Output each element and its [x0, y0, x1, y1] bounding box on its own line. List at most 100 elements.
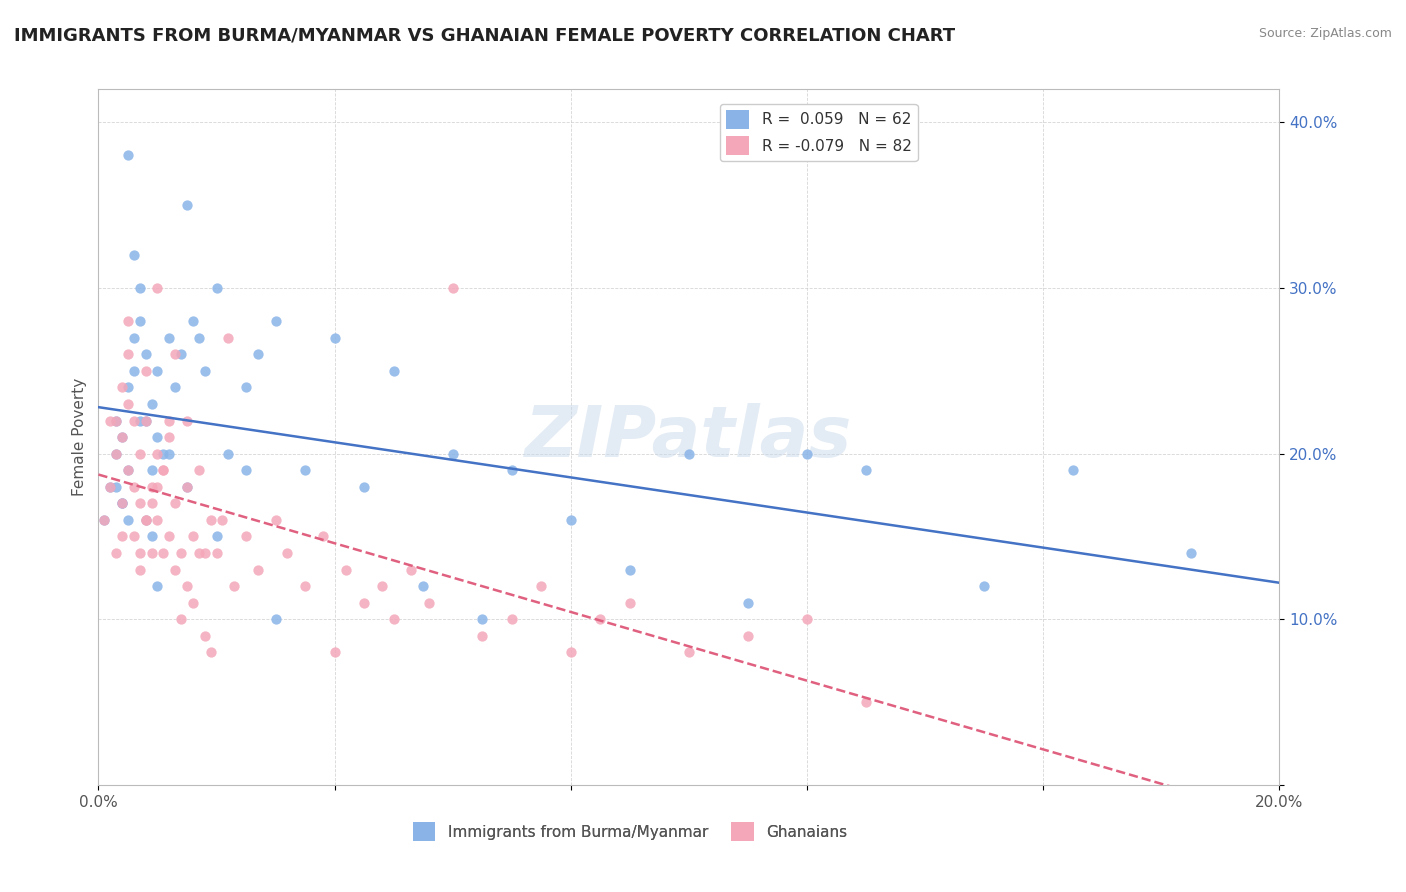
Point	[117, 314, 139, 328]
Point	[135, 413, 157, 427]
Point	[117, 397, 139, 411]
Point	[181, 596, 204, 610]
Point	[205, 281, 228, 295]
Point	[737, 596, 759, 610]
Point	[122, 529, 145, 543]
Point	[205, 546, 228, 560]
Point	[117, 463, 139, 477]
Point	[170, 612, 193, 626]
Point	[471, 612, 494, 626]
Point	[111, 430, 134, 444]
Point	[353, 596, 375, 610]
Point	[217, 331, 239, 345]
Y-axis label: Female Poverty: Female Poverty	[72, 378, 87, 496]
Point	[353, 480, 375, 494]
Point	[135, 413, 157, 427]
Point	[323, 645, 346, 659]
Point	[181, 529, 204, 543]
Point	[264, 314, 287, 328]
Point	[176, 413, 198, 427]
Point	[312, 529, 335, 543]
Point	[737, 629, 759, 643]
Point	[105, 447, 128, 461]
Point	[619, 563, 641, 577]
Point	[194, 546, 217, 560]
Point	[176, 480, 198, 494]
Point	[111, 496, 134, 510]
Point	[264, 513, 287, 527]
Point	[855, 463, 877, 477]
Text: IMMIGRANTS FROM BURMA/MYANMAR VS GHANAIAN FEMALE POVERTY CORRELATION CHART: IMMIGRANTS FROM BURMA/MYANMAR VS GHANAIA…	[14, 27, 955, 45]
Point	[146, 579, 169, 593]
Point	[224, 579, 246, 593]
Point	[128, 413, 150, 427]
Point	[146, 480, 169, 494]
Point	[111, 380, 134, 394]
Point	[152, 463, 174, 477]
Point	[441, 447, 464, 461]
Point	[1180, 546, 1202, 560]
Point	[152, 447, 174, 461]
Point	[98, 413, 121, 427]
Point	[135, 347, 157, 361]
Point	[141, 546, 163, 560]
Point	[157, 447, 180, 461]
Point	[235, 463, 257, 477]
Point	[117, 148, 139, 162]
Point	[105, 413, 128, 427]
Point	[165, 380, 187, 394]
Point	[187, 546, 209, 560]
Point	[176, 198, 198, 212]
Point	[194, 364, 217, 378]
Text: Source: ZipAtlas.com: Source: ZipAtlas.com	[1258, 27, 1392, 40]
Point	[187, 463, 209, 477]
Point	[157, 413, 180, 427]
Point	[157, 529, 180, 543]
Point	[135, 513, 157, 527]
Point	[128, 281, 150, 295]
Legend: Immigrants from Burma/Myanmar, Ghanaians: Immigrants from Burma/Myanmar, Ghanaians	[406, 816, 853, 847]
Point	[146, 364, 169, 378]
Point	[294, 463, 316, 477]
Point	[157, 430, 180, 444]
Point	[187, 331, 209, 345]
Point	[111, 496, 134, 510]
Point	[141, 463, 163, 477]
Point	[105, 546, 128, 560]
Point	[128, 496, 150, 510]
Point	[98, 480, 121, 494]
Point	[165, 496, 187, 510]
Point	[235, 529, 257, 543]
Point	[200, 513, 222, 527]
Point	[146, 447, 169, 461]
Point	[111, 529, 134, 543]
Point	[117, 513, 139, 527]
Point	[678, 645, 700, 659]
Point	[152, 546, 174, 560]
Point	[117, 347, 139, 361]
Point	[200, 645, 222, 659]
Point	[176, 579, 198, 593]
Point	[146, 281, 169, 295]
Point	[105, 413, 128, 427]
Point	[211, 513, 233, 527]
Point	[165, 563, 187, 577]
Text: ZIPatlas: ZIPatlas	[526, 402, 852, 472]
Point	[401, 563, 423, 577]
Point	[93, 513, 115, 527]
Point	[371, 579, 394, 593]
Point	[796, 612, 818, 626]
Point	[418, 596, 440, 610]
Point	[323, 331, 346, 345]
Point	[141, 529, 163, 543]
Point	[170, 546, 193, 560]
Point	[122, 413, 145, 427]
Point	[128, 447, 150, 461]
Point	[382, 612, 405, 626]
Point	[619, 596, 641, 610]
Point	[246, 347, 269, 361]
Point	[471, 629, 494, 643]
Point	[111, 430, 134, 444]
Point	[141, 397, 163, 411]
Point	[855, 695, 877, 709]
